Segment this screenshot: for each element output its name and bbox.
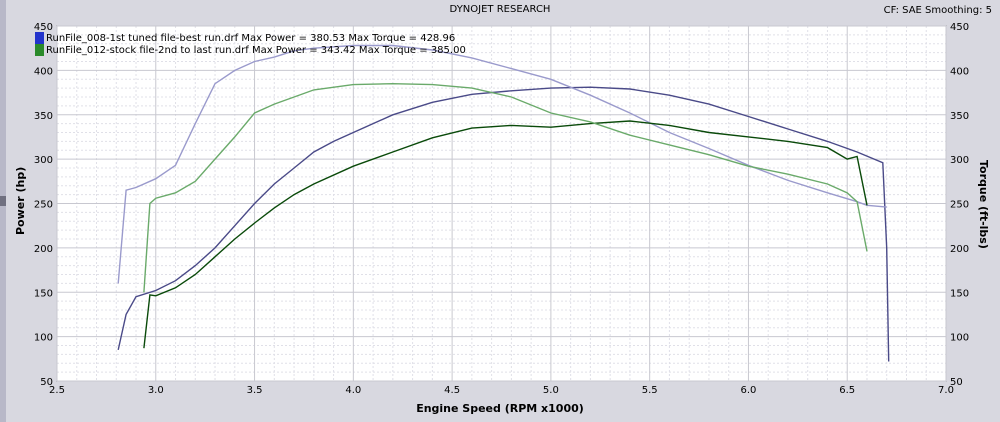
x-tick-labels: 2.5 3.0 3.5 4.0 4.5 5.0 5.5 6.0 6.5 7.0	[49, 385, 954, 396]
y-tick-label: 300	[34, 155, 53, 166]
y2-tick-label: 150	[950, 288, 969, 299]
x-tick-label: 3.5	[247, 385, 263, 396]
splitter-handle[interactable]	[0, 196, 6, 206]
y-tick-label: 100	[34, 333, 53, 344]
left-splitter[interactable]	[0, 0, 6, 422]
y2-tick-label: 400	[950, 66, 969, 77]
y-tick-label: 450	[34, 22, 53, 33]
legend-label-2: RunFile_012-stock file-2nd to last run.d…	[46, 45, 466, 56]
x-tick-label: 7.0	[938, 385, 954, 396]
x-axis-label: Engine Speed (RPM x1000)	[416, 402, 584, 415]
y2-axis-label: Torque (ft-lbs)	[977, 160, 990, 249]
series-line-1	[117, 86, 890, 362]
chart-title: DYNOJET RESEARCH	[449, 4, 551, 15]
y-tick-label: 50	[40, 377, 53, 388]
legend-label-1: RunFile_008-1st tuned file-best run.drf …	[46, 33, 455, 44]
x-tick-label: 6.0	[740, 385, 756, 396]
x-tick-label: 2.5	[49, 385, 65, 396]
y-axis-label: Power (hp)	[14, 166, 27, 235]
series-line-3	[143, 120, 868, 349]
correction-factor-info: CF: SAE Smoothing: 5	[883, 5, 992, 16]
y-tick-label: 400	[34, 66, 53, 77]
y2-tick-label: 300	[950, 155, 969, 166]
x-tick-label: 4.5	[444, 385, 460, 396]
y2-tick-labels: 50 100 150 200 250 300 350 400 450	[950, 22, 969, 388]
grid	[56, 25, 947, 382]
legend: RunFile_008-1st tuned file-best run.drf …	[35, 32, 466, 56]
y-tick-label: 250	[34, 200, 53, 211]
legend-swatch-2[interactable]	[35, 44, 44, 56]
y-tick-labels: 50 100 150 200 250 300 350 400 450	[34, 22, 53, 388]
y-tick-label: 200	[34, 244, 53, 255]
y2-tick-label: 100	[950, 333, 969, 344]
y2-tick-label: 350	[950, 111, 969, 122]
x-tick-label: 6.5	[839, 385, 855, 396]
series-lines	[117, 44, 890, 362]
x-tick-label: 4.0	[345, 385, 361, 396]
y2-tick-label: 50	[950, 377, 963, 388]
y2-tick-label: 200	[950, 244, 969, 255]
x-tick-label: 5.0	[543, 385, 559, 396]
series-line-2	[117, 44, 887, 284]
legend-swatch-1[interactable]	[35, 32, 44, 44]
x-tick-label: 3.0	[148, 385, 164, 396]
y-tick-label: 350	[34, 111, 53, 122]
y-tick-label: 150	[34, 288, 53, 299]
y2-tick-label: 250	[950, 200, 969, 211]
x-tick-label: 5.5	[642, 385, 658, 396]
y2-tick-label: 450	[950, 22, 969, 33]
series-line-4	[143, 82, 868, 293]
